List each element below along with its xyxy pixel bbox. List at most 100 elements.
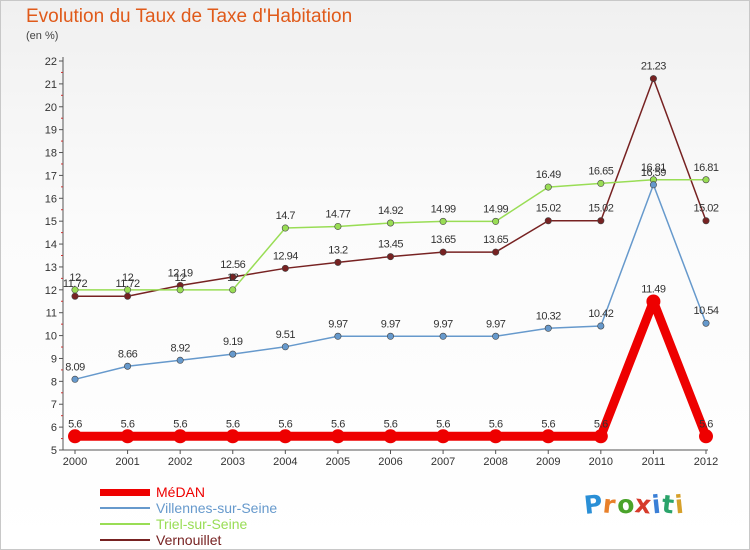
data-point (492, 248, 500, 256)
data-point (646, 294, 661, 309)
y-tick-label: 22 (45, 56, 57, 68)
data-label: 16.81 (693, 162, 718, 174)
data-label: 9.19 (223, 336, 243, 348)
data-label: 12 (227, 272, 239, 284)
data-label: 5.6 (173, 418, 187, 430)
data-point (593, 429, 608, 444)
data-point (176, 286, 184, 294)
y-tick-label: 5 (51, 445, 57, 457)
data-label: 5.6 (68, 418, 82, 430)
data-point (597, 179, 605, 187)
logo-letter: i (673, 489, 686, 520)
x-tick-label: 2006 (378, 456, 402, 468)
data-point (544, 324, 552, 332)
x-tick-label: 2001 (115, 456, 139, 468)
y-tick-label: 16 (45, 193, 57, 205)
y-tick-label: 6 (51, 422, 57, 434)
x-tick-label: 2007 (431, 456, 455, 468)
data-label: 21.23 (641, 61, 666, 73)
data-point (649, 75, 657, 83)
data-label: 12 (69, 272, 81, 284)
data-label: 9.97 (381, 318, 401, 330)
data-label: 16.59 (641, 167, 666, 179)
data-point (71, 286, 79, 294)
data-point (334, 332, 342, 340)
data-label: 5.6 (489, 418, 503, 430)
x-tick-label: 2005 (326, 456, 350, 468)
data-point (439, 248, 447, 256)
data-label: 5.6 (699, 418, 713, 430)
x-tick-label: 2002 (168, 456, 192, 468)
data-point (281, 264, 289, 272)
data-point (124, 292, 132, 300)
data-point (597, 322, 605, 330)
data-point (330, 429, 345, 444)
legend-swatch (100, 523, 150, 525)
y-tick-label: 21 (45, 79, 57, 91)
data-point (699, 429, 713, 444)
data-point (597, 217, 605, 225)
y-tick-label: 17 (45, 170, 57, 182)
data-label: 16.49 (536, 169, 561, 181)
data-label: 11.72 (115, 278, 140, 290)
data-label: 13.65 (483, 234, 508, 246)
series-line (74, 77, 707, 297)
legend-label: Vernouillet (156, 532, 222, 548)
data-label: 11.72 (63, 278, 88, 290)
legend-swatch (100, 507, 150, 509)
data-point (544, 183, 552, 191)
data-label: 14.77 (325, 208, 350, 220)
data-point (439, 332, 447, 340)
data-point (278, 429, 293, 444)
x-tick-label: 2000 (63, 456, 87, 468)
data-point (436, 429, 451, 444)
data-point (544, 217, 552, 225)
data-label: 8.92 (170, 342, 190, 354)
data-label: 14.99 (431, 203, 456, 215)
data-label: 16.65 (588, 165, 613, 177)
x-tick-label: 2009 (536, 456, 560, 468)
data-label: 12.56 (220, 259, 245, 271)
data-point (225, 429, 240, 444)
data-point (649, 181, 657, 189)
data-label: 10.54 (693, 305, 718, 317)
data-point (281, 224, 289, 232)
data-point (702, 176, 710, 184)
data-label: 13.65 (431, 234, 456, 246)
data-label: 5.6 (121, 418, 135, 430)
legend-label: Villennes-sur-Seine (156, 500, 278, 516)
data-label: 9.97 (486, 318, 506, 330)
y-tick-label: 14 (45, 239, 57, 251)
data-label: 16.81 (641, 162, 666, 174)
data-label: 5.6 (541, 418, 555, 430)
data-point (71, 375, 79, 383)
y-tick-label: 10 (45, 331, 57, 343)
data-point (229, 286, 237, 294)
data-point (541, 429, 556, 444)
data-point (120, 429, 135, 444)
chart-unit-label: (en %) (26, 30, 59, 42)
data-label: 5.6 (278, 418, 292, 430)
y-tick-label: 9 (51, 353, 57, 365)
y-tick-label: 15 (45, 216, 57, 228)
y-tick-label: 11 (46, 308, 57, 320)
legend-label: Triel-sur-Seine (156, 516, 248, 532)
data-point (334, 258, 342, 266)
data-label: 12.19 (168, 267, 193, 279)
x-tick-label: 2004 (273, 456, 297, 468)
data-point (176, 356, 184, 364)
data-point (492, 217, 500, 225)
data-point (492, 332, 500, 340)
x-tick-label: 2012 (694, 456, 718, 468)
data-label: 12 (122, 272, 134, 284)
data-label: 13.45 (378, 239, 403, 251)
legend-swatch (100, 489, 150, 496)
data-label: 15.02 (588, 203, 613, 215)
data-label: 14.92 (378, 205, 403, 217)
data-point (173, 429, 188, 444)
data-point (702, 319, 710, 327)
data-point (229, 273, 237, 281)
y-tick-label: 18 (45, 148, 57, 160)
